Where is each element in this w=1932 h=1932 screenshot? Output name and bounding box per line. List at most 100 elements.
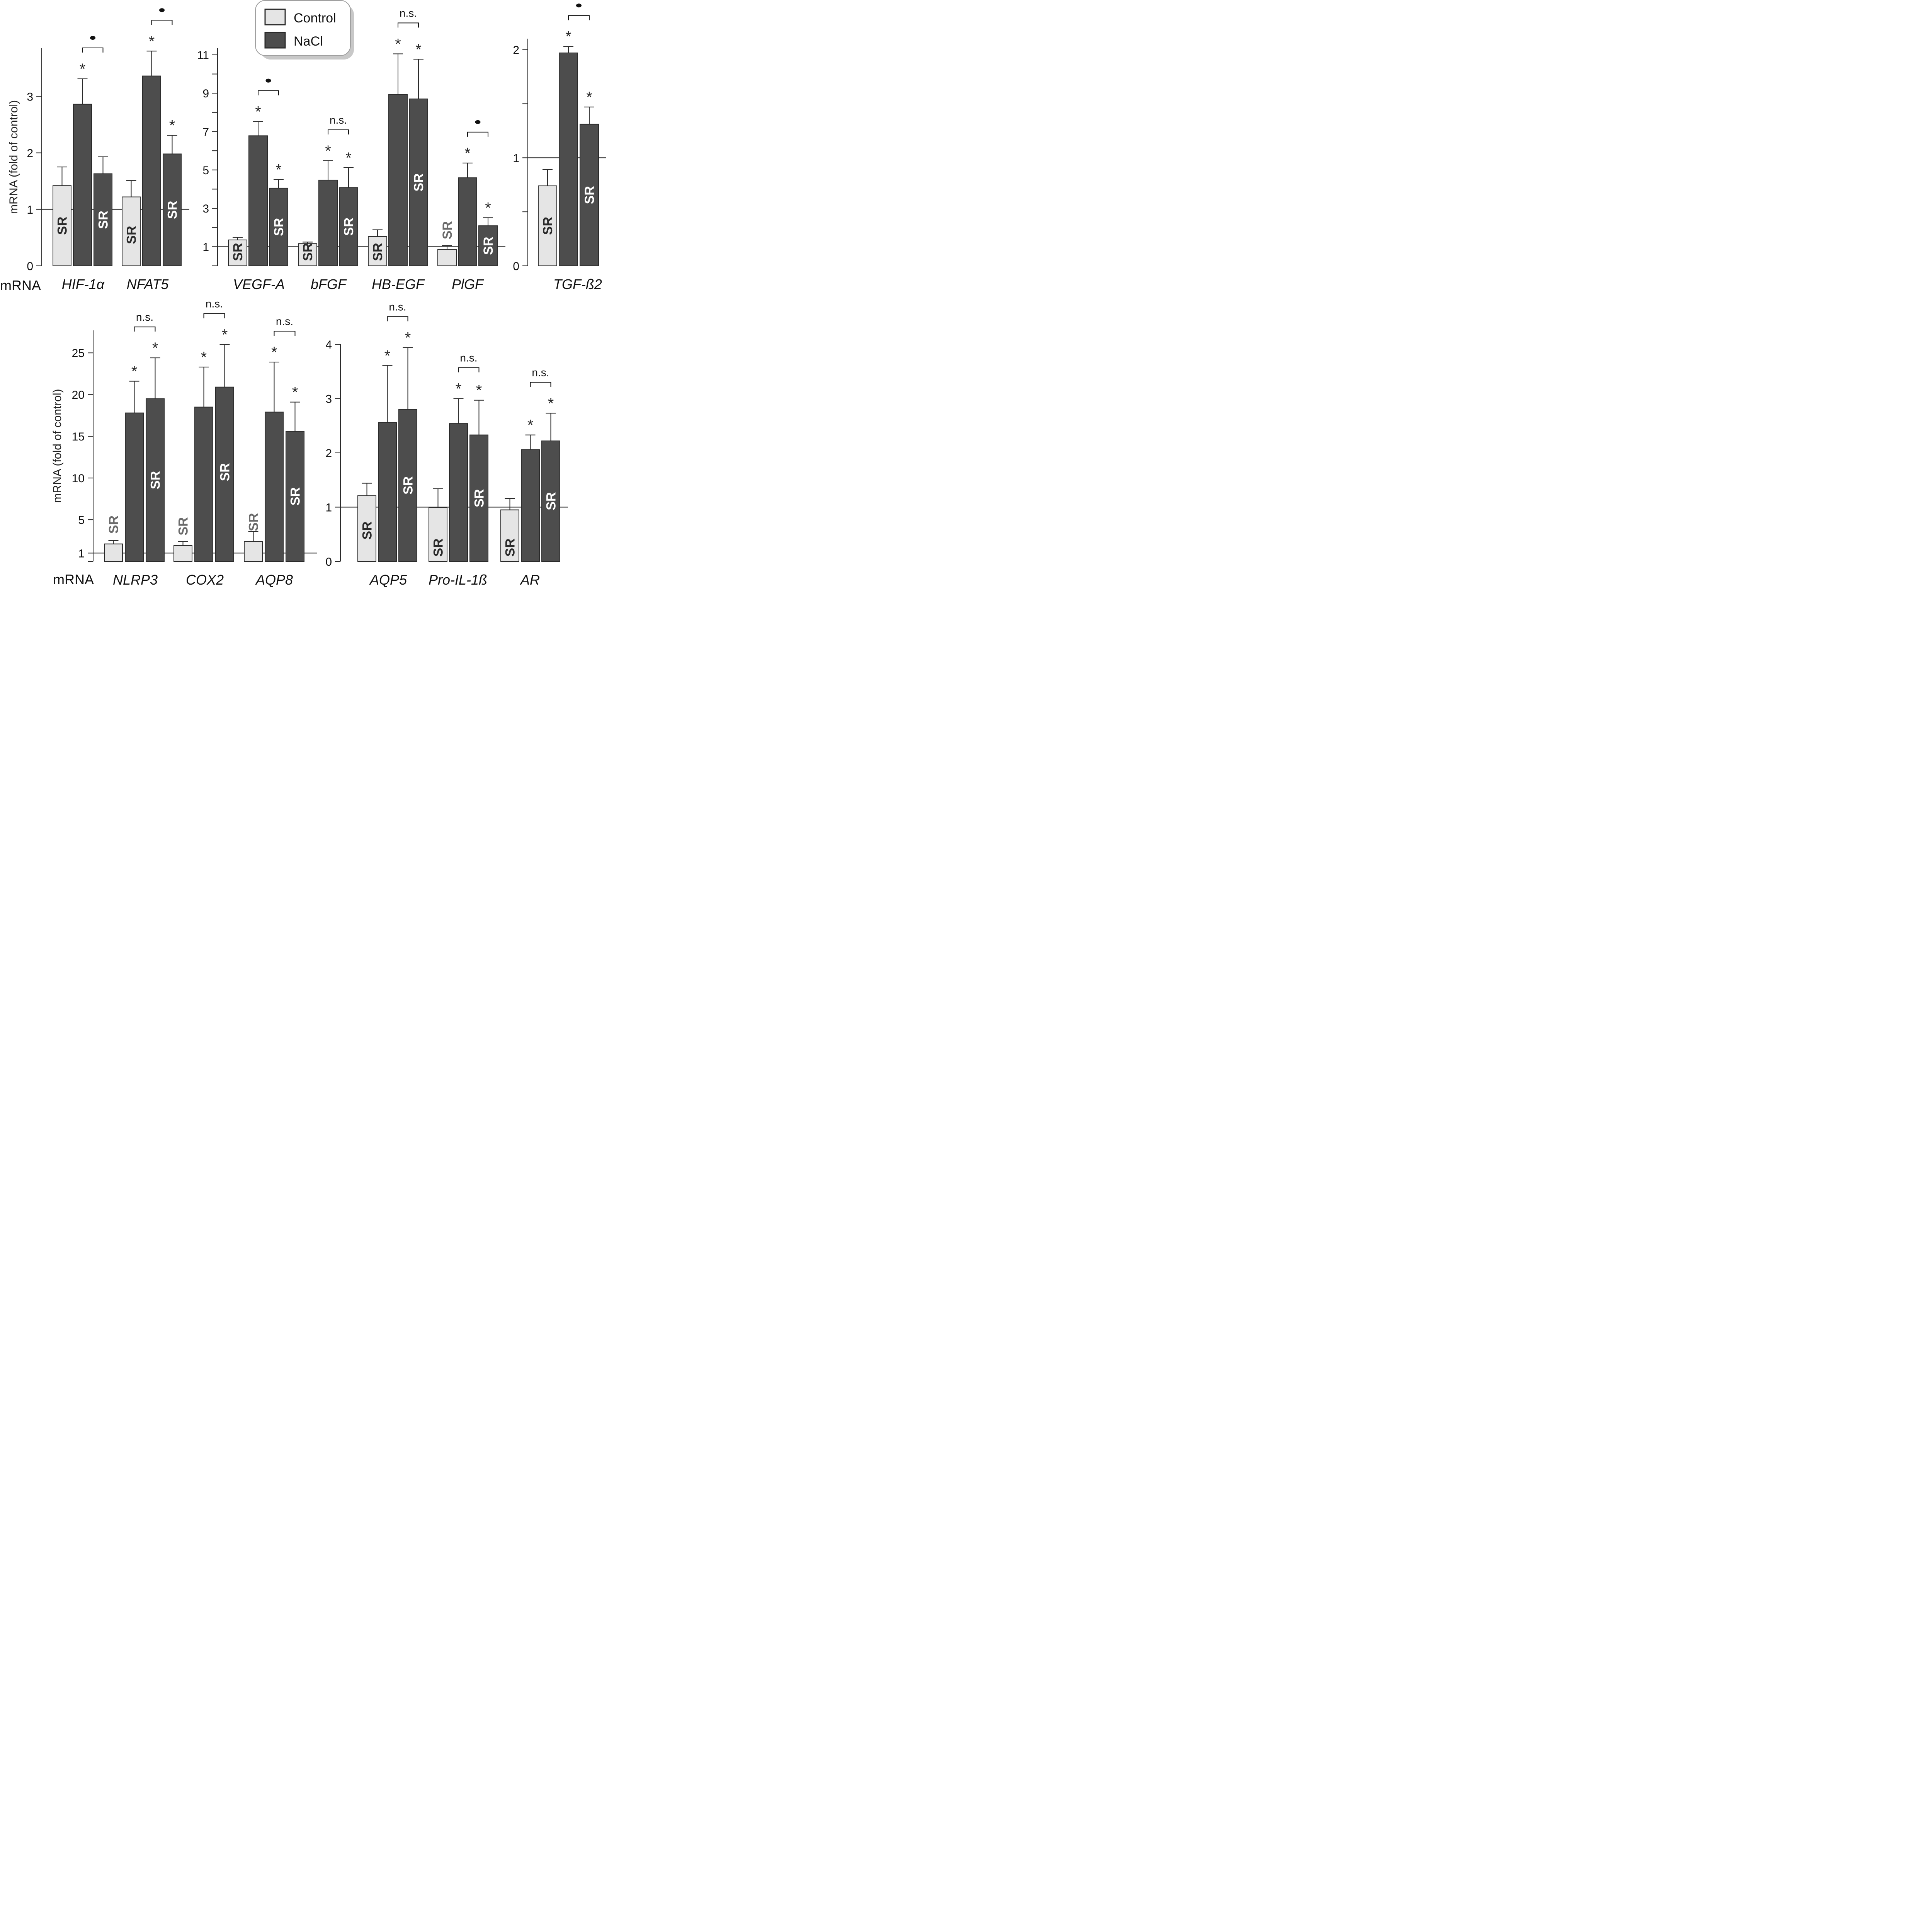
bars: SR * * SR n.s. SR * * SR n.s. SR * * SR n.s. bbox=[357, 301, 560, 562]
sr-label: SR bbox=[412, 173, 426, 191]
sr-label: SR bbox=[544, 492, 559, 510]
comparison-label: n.s. bbox=[206, 298, 223, 310]
sr-label: SR bbox=[360, 521, 375, 539]
bars: SR * SR SR * * SR bbox=[53, 8, 182, 267]
sr-label: SR bbox=[231, 243, 245, 261]
legend-swatch-control bbox=[264, 9, 286, 26]
comparison-label: n.s. bbox=[532, 366, 549, 378]
comparison-label: n.s. bbox=[136, 311, 153, 323]
y-tick-label: 3 bbox=[325, 393, 332, 406]
sr-label: SR bbox=[431, 538, 446, 556]
sr-label: SR bbox=[55, 217, 70, 235]
significance-star: * bbox=[415, 41, 422, 58]
y-axis-label: mRNA (fold of control) bbox=[51, 389, 64, 503]
bar-control bbox=[538, 185, 557, 266]
comparison-label: n.s. bbox=[400, 7, 417, 19]
panel-c: 0 1 2 SR * * SR TGF-ß2 bbox=[513, 3, 606, 292]
significance-star: * bbox=[485, 199, 491, 216]
y-tick-label: 15 bbox=[72, 430, 85, 443]
bar-nacl bbox=[339, 187, 358, 266]
x-prefix-label: mRNA bbox=[0, 277, 41, 293]
bar-nacl bbox=[318, 180, 338, 266]
bar-nacl bbox=[163, 153, 182, 266]
comparison-dot bbox=[159, 8, 165, 12]
bar-nacl bbox=[142, 75, 161, 266]
significance-star: * bbox=[149, 33, 155, 50]
significance-star: * bbox=[456, 381, 462, 398]
significance-star: * bbox=[384, 347, 391, 364]
comparison-bracket bbox=[328, 129, 349, 134]
sr-label: SR bbox=[124, 226, 139, 244]
y-tick-label: 1 bbox=[325, 502, 332, 514]
gene-label: HIF-1α bbox=[62, 276, 105, 292]
bar-nacl bbox=[194, 406, 213, 562]
y-axis-label: mRNA (fold of control) bbox=[7, 100, 20, 214]
bar-control bbox=[429, 507, 447, 562]
significance-star: * bbox=[586, 89, 592, 106]
y-tick-label: 5 bbox=[202, 164, 209, 177]
bar-nacl bbox=[580, 124, 599, 266]
bar-control bbox=[500, 509, 519, 562]
sr-label: SR bbox=[96, 211, 111, 229]
sr-label: SR bbox=[440, 221, 455, 239]
bar-nacl bbox=[458, 177, 477, 266]
figure: 0 1 2 3 mRNA (fold of control) mRNA SR * SR SR * * S… bbox=[0, 0, 606, 587]
y-tick-label: 20 bbox=[72, 389, 85, 401]
significance-star: * bbox=[395, 36, 401, 53]
sr-label: SR bbox=[165, 201, 180, 219]
sr-label: SR bbox=[272, 218, 286, 236]
bar-nacl bbox=[449, 423, 468, 562]
significance-star: * bbox=[464, 145, 471, 162]
comparison-dot bbox=[265, 78, 271, 83]
significance-star: * bbox=[255, 104, 261, 121]
y-tick-label: 0 bbox=[27, 260, 33, 273]
comparison-bracket bbox=[151, 20, 173, 25]
y-tick-label: 3 bbox=[202, 202, 209, 215]
y-tick-label: 1 bbox=[202, 241, 209, 253]
significance-star: * bbox=[345, 150, 352, 167]
bars: SR * * SR SR * * SR n.s. SR * * SR n.s. SR * * SR bbox=[228, 7, 498, 267]
gene-label: NFAT5 bbox=[127, 276, 169, 292]
legend: Control NaCl bbox=[255, 0, 354, 60]
bar-nacl bbox=[146, 398, 165, 562]
bar-nacl bbox=[269, 187, 288, 266]
sr-label: SR bbox=[342, 218, 356, 236]
gene-label: AQP8 bbox=[255, 572, 293, 587]
bar-control bbox=[244, 541, 263, 562]
panel-e: 0 1 2 3 4 SR * * SR n.s. SR * * SR n.s. SR * * SR n.s. AQP5 P… bbox=[325, 301, 568, 587]
bars: SR * * SR bbox=[538, 3, 599, 266]
significance-star: * bbox=[131, 363, 138, 380]
bar-nacl bbox=[398, 409, 417, 562]
comparison-dot bbox=[475, 120, 481, 124]
comparison-bracket bbox=[134, 327, 156, 332]
comparison-bracket bbox=[203, 313, 225, 318]
gene-label: COX2 bbox=[186, 572, 224, 587]
significance-star: * bbox=[565, 28, 571, 45]
y-tick-label: 9 bbox=[202, 87, 209, 100]
bar-nacl bbox=[265, 412, 284, 562]
y-tick-label: 5 bbox=[78, 514, 85, 527]
sr-label: SR bbox=[371, 243, 385, 261]
comparison-label: n.s. bbox=[276, 315, 293, 327]
comparison-bracket bbox=[274, 330, 296, 336]
gene-label: TGF-ß2 bbox=[553, 276, 602, 292]
comparison-bracket bbox=[258, 90, 279, 95]
y-tick-label: 1 bbox=[27, 204, 33, 216]
gene-label: NLRP3 bbox=[113, 572, 158, 587]
sr-label: SR bbox=[541, 217, 555, 235]
significance-star: * bbox=[201, 349, 207, 366]
significance-star: * bbox=[548, 395, 554, 412]
bar-nacl bbox=[215, 386, 234, 562]
y-tick-label: 0 bbox=[325, 556, 332, 568]
significance-star: * bbox=[476, 382, 482, 399]
y-tick-label: 2 bbox=[325, 447, 332, 460]
sr-label: SR bbox=[301, 243, 315, 261]
gene-label: Pro-IL-1ß bbox=[429, 572, 487, 587]
bar-nacl bbox=[125, 412, 144, 562]
sr-label: SR bbox=[247, 513, 261, 531]
comparison-bracket bbox=[82, 47, 104, 53]
y-tick-label: 0 bbox=[513, 260, 519, 273]
sr-label: SR bbox=[481, 237, 496, 255]
